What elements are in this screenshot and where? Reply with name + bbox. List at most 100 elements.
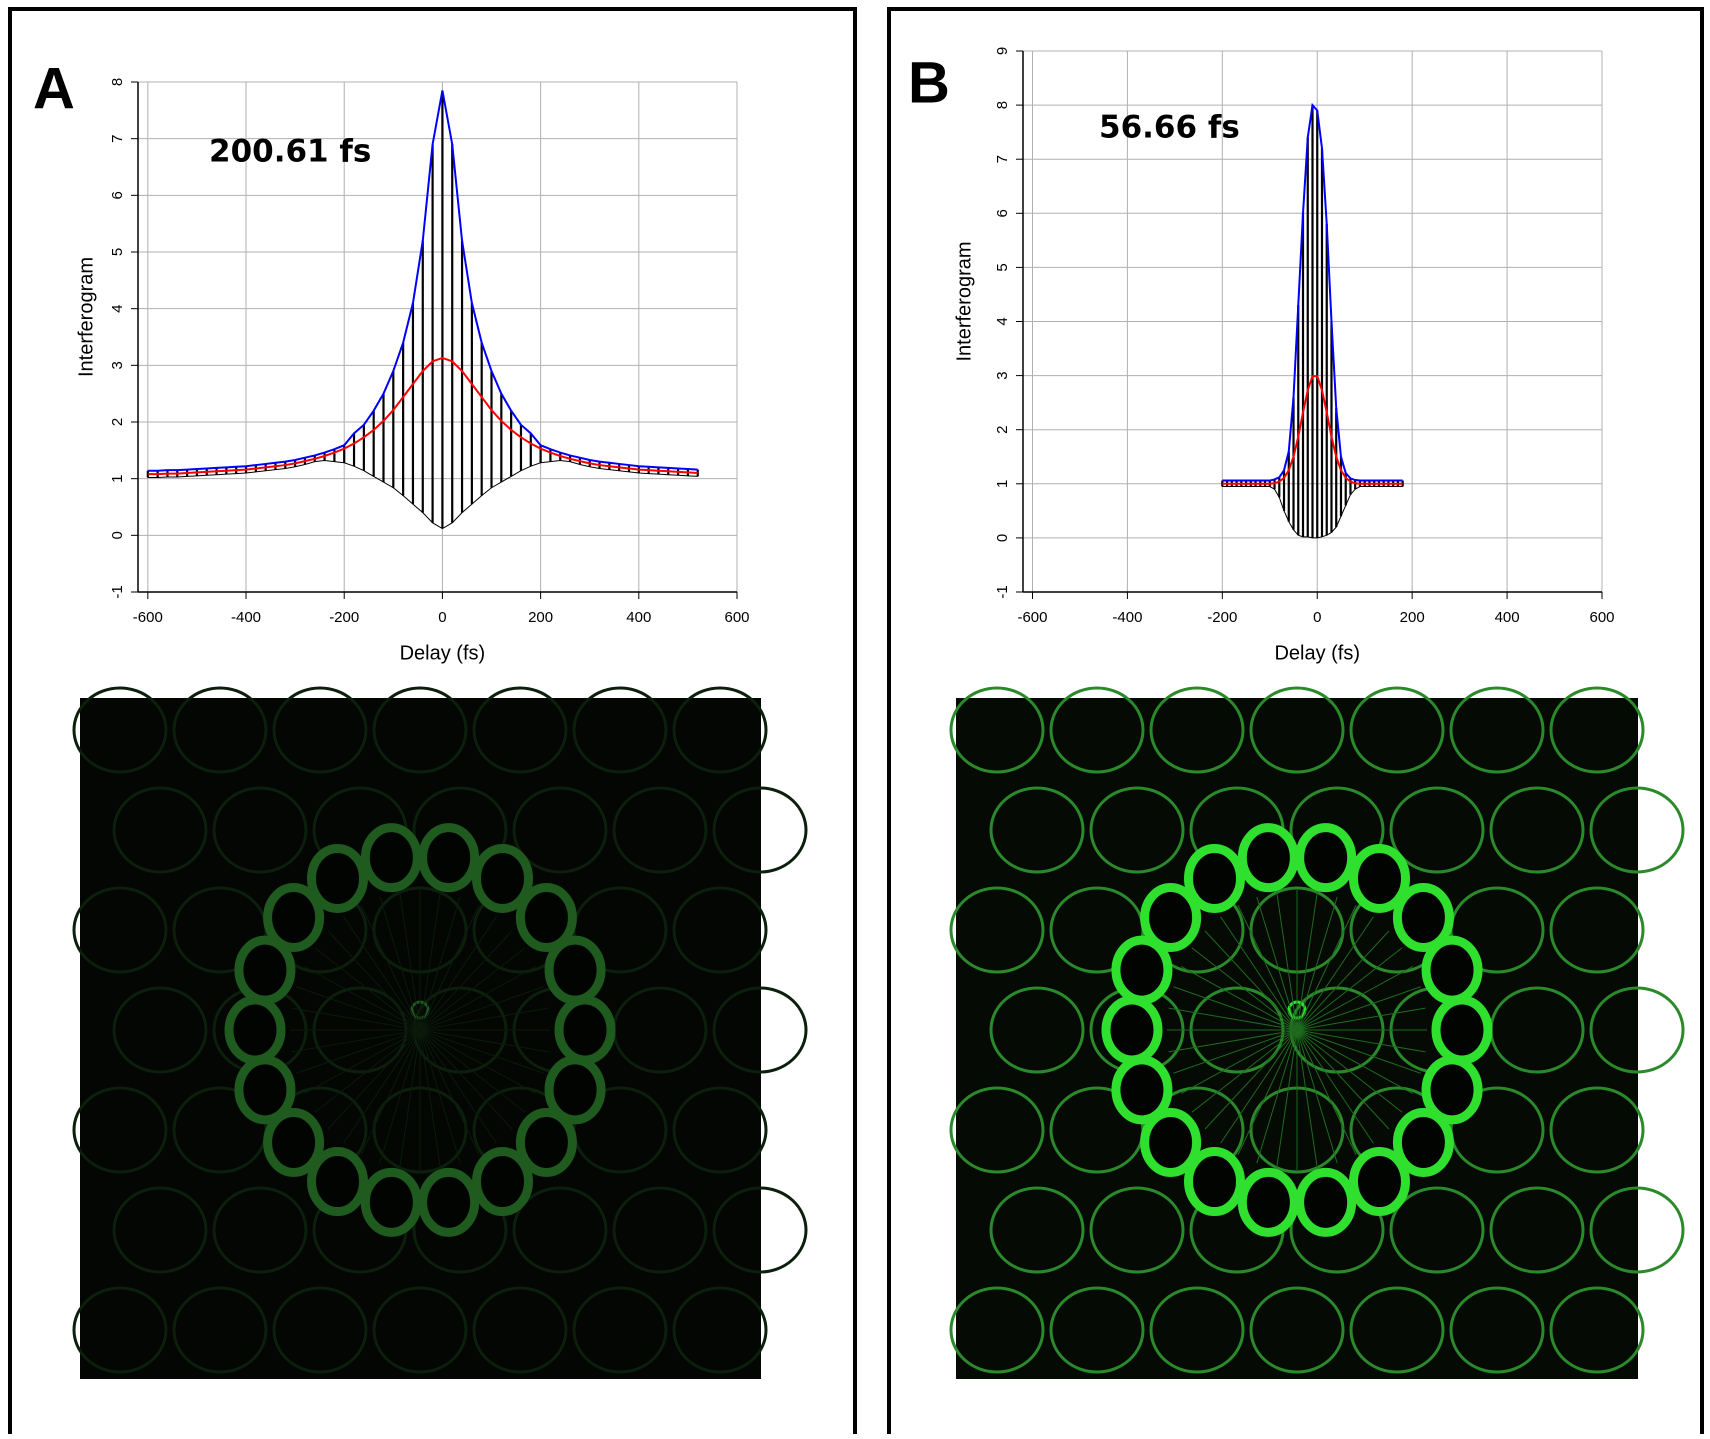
y-tick-label: 1: [109, 474, 126, 482]
cell: [1184, 843, 1245, 913]
cell: [263, 1107, 325, 1177]
cell: [418, 823, 480, 893]
cell-wall: [1191, 947, 1298, 1031]
cell: [418, 1167, 480, 1237]
cell-pattern: [72, 686, 808, 1374]
cell-wall: [1173, 986, 1298, 1031]
cell: [949, 886, 1045, 974]
panel-label: A: [33, 56, 75, 121]
cell: [472, 1286, 568, 1374]
cell-wall: [419, 1029, 441, 1169]
cell-wall: [1256, 896, 1298, 1031]
x-tick-label: 200: [528, 609, 553, 626]
cell: [272, 686, 368, 774]
cell: [512, 1186, 608, 1274]
cell: [612, 786, 708, 874]
cell: [1089, 786, 1185, 874]
x-tick-label: 0: [1313, 609, 1321, 626]
cell-wall: [343, 1029, 421, 1144]
cell-wall: [419, 966, 537, 1031]
cell: [172, 686, 268, 774]
cell-wall: [1296, 891, 1318, 1031]
cell: [212, 786, 308, 874]
cell: [112, 986, 208, 1074]
cell: [307, 843, 368, 913]
cell: [544, 935, 606, 1005]
cell-wall: [419, 1029, 526, 1113]
cell: [1184, 1147, 1245, 1217]
x-tick-label: -600: [1017, 609, 1047, 626]
cell: [472, 686, 568, 774]
y-axis-title: Interferogram: [75, 257, 97, 377]
cell-wall: [419, 930, 513, 1031]
x-tick-label: 400: [1495, 609, 1520, 626]
cell: [307, 1147, 368, 1217]
cell: [1149, 1286, 1245, 1374]
cell: [1421, 1055, 1483, 1125]
series-line: [147, 90, 698, 472]
series-line: [1222, 375, 1403, 485]
cell: [1295, 1167, 1357, 1237]
cell-wall: [343, 916, 421, 1031]
cell: [1349, 1286, 1445, 1374]
cell: [949, 686, 1045, 774]
cell-wall: [1237, 905, 1298, 1031]
y-tick-label: 7: [994, 155, 1011, 163]
cell: [1237, 823, 1299, 893]
cell: [712, 786, 808, 874]
cell: [949, 1286, 1045, 1374]
series-line: [147, 356, 698, 476]
cell: [372, 686, 468, 774]
cell-wall: [360, 1029, 421, 1155]
chart: -1 0 1 2 3 4 5 6 7 8 9 -600 -400 -200 0 200 400 600 Delay …: [908, 47, 1615, 664]
y-tick-label: 7: [109, 134, 126, 142]
cell-wall: [303, 1029, 421, 1094]
cell: [1111, 935, 1173, 1005]
cell: [112, 1186, 208, 1274]
cell: [1392, 883, 1454, 953]
cell: [712, 986, 808, 1074]
cell-wall: [379, 896, 421, 1031]
cell: [1392, 1107, 1454, 1177]
cell-wall: [1204, 930, 1298, 1031]
cell-wall: [419, 1007, 549, 1031]
cell-wall: [296, 1029, 421, 1074]
y-tick-label: 3: [109, 361, 126, 369]
y-tick-label: -1: [109, 585, 126, 598]
cell: [572, 686, 668, 774]
y-tick-label: 3: [994, 371, 1011, 379]
x-tick-label: 200: [1400, 609, 1425, 626]
x-tick-label: -600: [133, 609, 163, 626]
annotation: 200.61 fs: [209, 134, 371, 170]
cell: [272, 1286, 368, 1374]
cell: [544, 1055, 606, 1125]
y-axis-title: Interferogram: [953, 241, 975, 361]
panel-label: B: [908, 50, 950, 115]
cell-wall: [1296, 1007, 1426, 1031]
cell-wall: [1296, 1029, 1421, 1074]
cell: [672, 886, 768, 974]
y-tick-label: 4: [994, 317, 1011, 325]
cell: [360, 823, 422, 893]
cell-wall: [296, 986, 421, 1031]
cell: [672, 1086, 768, 1174]
cell: [224, 995, 286, 1065]
x-tick-label: -400: [231, 609, 261, 626]
y-tick-label: 6: [994, 209, 1011, 217]
cell-wall: [291, 1007, 421, 1031]
x-tick-label: 0: [438, 609, 446, 626]
cell: [1589, 986, 1685, 1074]
y-tick-label: 0: [994, 534, 1011, 542]
cell: [1389, 1186, 1485, 1274]
panel-frame: [887, 7, 1704, 1439]
cell-wall: [1296, 1029, 1357, 1155]
cell: [1295, 823, 1357, 893]
cell: [234, 1055, 296, 1125]
x-tick-label: 600: [724, 609, 749, 626]
cell: [989, 786, 1085, 874]
y-tick-label: 6: [109, 191, 126, 199]
cell-wall: [1296, 916, 1374, 1031]
cell-wall: [327, 930, 421, 1031]
cell: [1049, 1286, 1145, 1374]
